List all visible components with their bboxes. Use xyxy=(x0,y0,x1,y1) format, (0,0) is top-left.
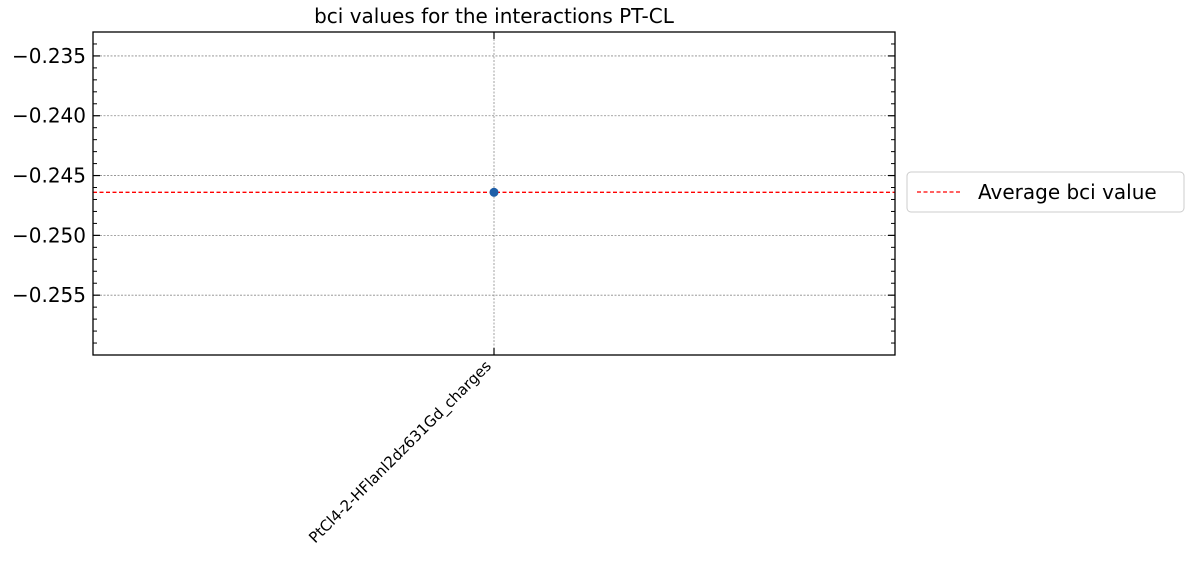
y-tick-label: −0.235 xyxy=(12,44,86,68)
axis-ticks xyxy=(93,31,895,356)
x-tick-label: PtCl4-2-HFlanl2dz631Gd_charges xyxy=(305,357,495,547)
data-points xyxy=(489,187,499,197)
y-tick-label: −0.255 xyxy=(12,283,86,307)
legend-box xyxy=(906,171,1185,213)
legend-label-average-bci-value: Average bci value xyxy=(978,180,1157,204)
legend: Average bci value xyxy=(906,171,1185,213)
y-tick-label: −0.240 xyxy=(12,104,86,128)
y-tick-label: −0.250 xyxy=(12,223,86,247)
data-point xyxy=(489,187,499,197)
x-tick-labels: PtCl4-2-HFlanl2dz631Gd_charges xyxy=(305,357,495,547)
y-tick-labels: −0.235 −0.240 −0.245 −0.250 −0.255 xyxy=(12,44,86,307)
chart-title: bci values for the interactions PT-CL xyxy=(314,4,675,28)
y-tick-label: −0.245 xyxy=(12,164,86,188)
